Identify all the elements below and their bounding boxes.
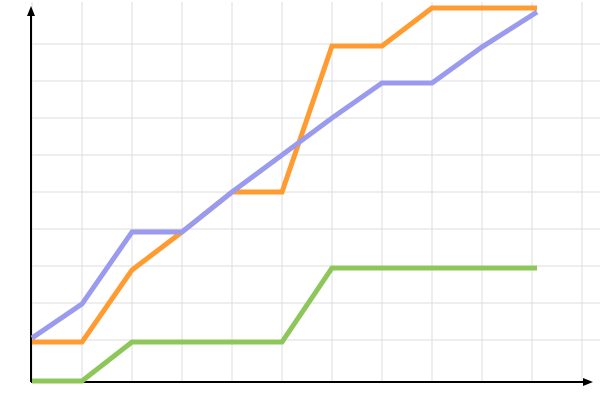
series-line-green	[32, 265, 537, 384]
axes-group	[27, 6, 593, 386]
series-line-orange	[32, 5, 537, 345]
y-axis-arrowhead	[27, 6, 35, 16]
series-line-purple	[30, 9, 539, 341]
grid-lines-horizontal	[31, 43, 600, 341]
x-axis-arrowhead	[583, 378, 593, 386]
data-series-group	[30, 5, 539, 384]
